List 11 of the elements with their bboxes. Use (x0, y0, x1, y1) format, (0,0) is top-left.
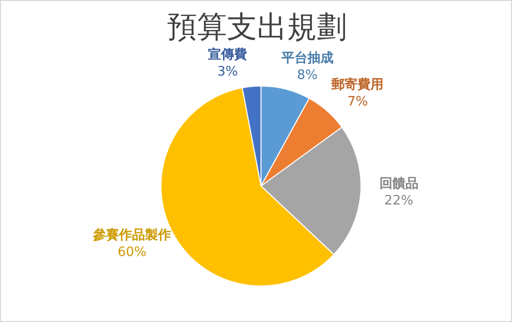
slice-label: 郵寄費用 (330, 76, 384, 92)
slice-label: 平台抽成 (280, 50, 334, 66)
data-label: 7% (347, 94, 368, 110)
data-label: 22% (384, 194, 414, 209)
data-label: 3% (217, 64, 238, 80)
slice-label: 參賽作品製作 (92, 226, 172, 243)
chart-title: 預算支出規劃 (166, 9, 348, 47)
slice-label: 宣傳費 (208, 46, 248, 63)
data-label: 60% (118, 244, 147, 260)
slice-label: 回饋品 (379, 176, 418, 192)
data-label: 8% (297, 68, 318, 83)
